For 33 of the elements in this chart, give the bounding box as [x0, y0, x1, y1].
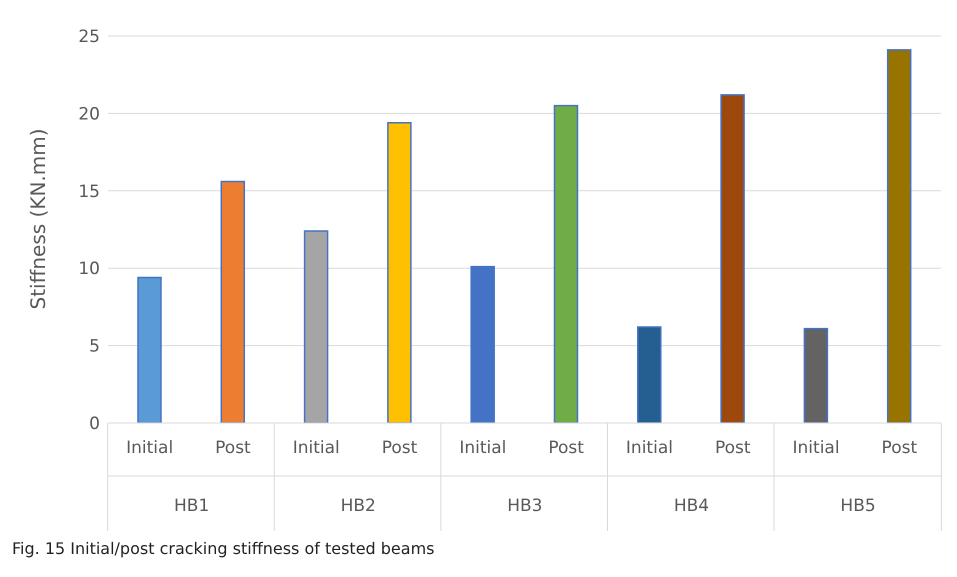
x-tick-label: Initial [459, 438, 506, 458]
y-tick-label: 20 [78, 104, 100, 124]
bar [137, 276, 162, 423]
x-tick-label: Initial [126, 438, 174, 458]
x-tick-label: Post [882, 438, 918, 458]
text: HB3 [507, 496, 542, 516]
x-tick-label: Post [382, 438, 418, 458]
bar [470, 266, 495, 423]
text: HB2 [340, 496, 376, 516]
x-tick-label: Post [714, 438, 751, 458]
bar [720, 94, 745, 423]
x-tick-label: Post [215, 438, 252, 458]
bar [886, 49, 912, 423]
bar [387, 122, 412, 423]
y-tick-label: 5 [89, 336, 100, 357]
bar [304, 230, 328, 423]
bar [554, 104, 578, 423]
x-tick-label: Initial [292, 438, 340, 458]
y-tick-label: 10 [78, 259, 100, 280]
x-tick-label: Post [548, 438, 584, 458]
text: Fig. 15 Initial/post cracking stiffness of tested beams [11, 539, 436, 558]
y-tick-label: 25 [78, 27, 100, 48]
y-tick-label: 0 [89, 414, 100, 434]
text: HB5 [840, 496, 876, 516]
x-tick-label: Initial [626, 438, 673, 458]
bar [804, 328, 828, 423]
x-tick-label: Initial [792, 438, 840, 458]
text: HB4 [674, 496, 710, 516]
y-axis-title: Stiffness (KN.mm) [26, 128, 50, 310]
y-tick-label: 15 [78, 182, 100, 202]
bar [637, 326, 662, 423]
bar [220, 180, 246, 423]
text: HB1 [174, 496, 210, 516]
